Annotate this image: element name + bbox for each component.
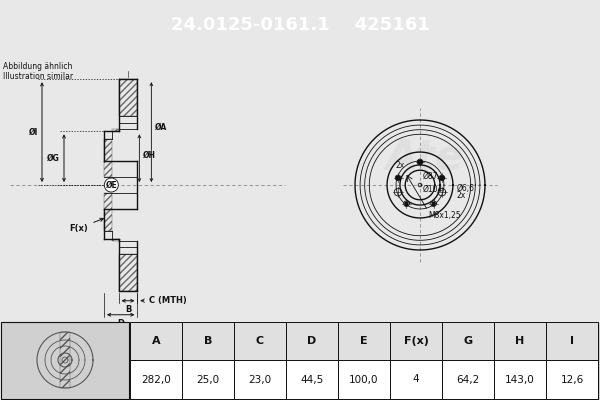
Text: Ø87: Ø87 <box>423 172 439 181</box>
Text: E: E <box>360 336 368 346</box>
Bar <box>130 360 182 399</box>
Text: 12,6: 12,6 <box>560 374 584 384</box>
Polygon shape <box>440 176 444 180</box>
Text: 23,0: 23,0 <box>248 374 272 384</box>
Text: G: G <box>463 336 473 346</box>
Text: 25,0: 25,0 <box>196 374 220 384</box>
Bar <box>182 360 234 399</box>
Bar <box>130 323 598 399</box>
Text: 4: 4 <box>413 374 419 384</box>
Text: 282,0: 282,0 <box>141 374 171 384</box>
Text: H: H <box>515 336 524 346</box>
Text: Ø6,6: Ø6,6 <box>457 184 475 194</box>
Text: ØH: ØH <box>142 151 155 160</box>
Text: C (MTH): C (MTH) <box>141 296 187 305</box>
Text: 24.0125-0161.1    425161: 24.0125-0161.1 425161 <box>170 16 430 34</box>
Bar <box>130 322 182 360</box>
Bar <box>390 322 442 360</box>
Text: 2x: 2x <box>457 192 466 200</box>
Bar <box>442 360 494 399</box>
Bar <box>234 360 286 399</box>
Polygon shape <box>396 176 400 180</box>
Text: 2x: 2x <box>396 161 405 170</box>
Bar <box>234 322 286 360</box>
Bar <box>546 360 598 399</box>
Bar <box>338 322 390 360</box>
Text: ØI: ØI <box>29 128 38 137</box>
Text: Abbildung ähnlich: Abbildung ähnlich <box>3 62 73 71</box>
Text: M8x1,25: M8x1,25 <box>428 211 461 220</box>
Bar <box>442 322 494 360</box>
Text: 44,5: 44,5 <box>301 374 323 384</box>
Text: ØA: ØA <box>154 122 167 131</box>
Bar <box>286 360 338 399</box>
Bar <box>338 360 390 399</box>
Text: Ø104: Ø104 <box>423 185 443 194</box>
Text: A: A <box>152 336 160 346</box>
Text: ØE: ØE <box>106 180 117 190</box>
Text: C: C <box>256 336 264 346</box>
Bar <box>494 360 546 399</box>
Text: 64,2: 64,2 <box>457 374 479 384</box>
Text: I: I <box>570 336 574 346</box>
Text: Illustration similar: Illustration similar <box>3 72 73 81</box>
Text: F(x): F(x) <box>404 336 428 346</box>
Text: D: D <box>117 319 124 328</box>
Text: Ate: Ate <box>386 136 464 178</box>
Text: D: D <box>307 336 317 346</box>
Polygon shape <box>431 202 436 206</box>
Bar <box>494 322 546 360</box>
Bar <box>182 322 234 360</box>
Text: F(x): F(x) <box>70 218 103 232</box>
Bar <box>286 322 338 360</box>
Text: 143,0: 143,0 <box>505 374 535 384</box>
Text: ØG: ØG <box>47 154 60 163</box>
Bar <box>390 360 442 399</box>
Polygon shape <box>418 160 422 164</box>
Polygon shape <box>404 202 409 206</box>
Bar <box>546 322 598 360</box>
Text: B: B <box>204 336 212 346</box>
Text: B: B <box>125 305 131 314</box>
Text: 100,0: 100,0 <box>349 374 379 384</box>
Bar <box>1 322 129 399</box>
